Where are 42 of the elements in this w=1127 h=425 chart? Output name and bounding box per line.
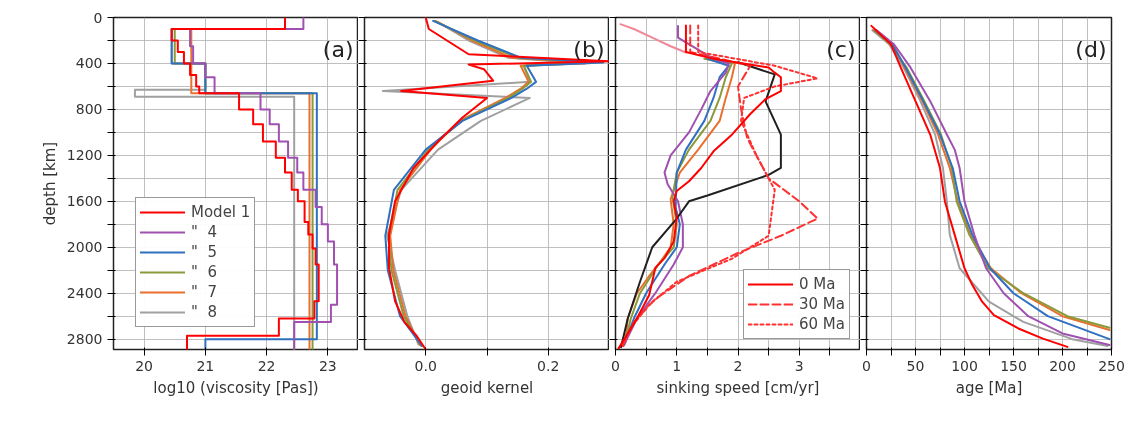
legend-label: 30 Ma <box>799 295 845 313</box>
x-tick-label: 2 <box>733 357 743 374</box>
y-tick-label: 2800 <box>66 331 103 348</box>
x-axis-title: sinking speed [cm/yr] <box>656 378 820 397</box>
y-tick-label: 1600 <box>66 193 103 210</box>
x-tick-label: 250 <box>1098 357 1125 374</box>
annotation: (d) <box>1075 37 1107 62</box>
x-tick-label: 50 <box>906 357 925 374</box>
x-tick-label: 0.2 <box>537 357 560 374</box>
legend-label: 0 Ma <box>799 275 836 293</box>
legend-label: " 6 <box>191 263 217 281</box>
x-tick-label: 100 <box>951 357 978 374</box>
x-tick-label: 1 <box>672 357 682 374</box>
x-tick-label: 0 <box>862 357 871 374</box>
x-tick-label: 200 <box>1049 357 1076 374</box>
x-tick-label: 0 <box>611 357 620 374</box>
legend-label: 60 Ma <box>799 315 845 333</box>
x-tick-label: 20 <box>135 357 154 374</box>
y-tick-label: 2400 <box>66 285 103 302</box>
annotation: (b) <box>573 37 605 62</box>
x-tick-label: 23 <box>318 357 337 374</box>
x-tick-label: 3 <box>794 357 804 374</box>
y-tick-label: 400 <box>75 55 103 72</box>
x-axis-title: geoid kernel <box>440 378 534 397</box>
x-tick-label: 0.0 <box>414 357 437 374</box>
x-axis-title: age [Ma] <box>955 378 1023 397</box>
legend-label: " 7 <box>191 283 217 301</box>
x-tick-label: 22 <box>257 357 276 374</box>
x-tick-label: 150 <box>1000 357 1027 374</box>
annotation: (c) <box>826 37 856 62</box>
legend-label: " 5 <box>191 243 217 261</box>
y-tick-label: 0 <box>93 9 103 26</box>
y-axis-title: depth [km] <box>40 141 59 226</box>
y-tick-label: 2000 <box>66 239 103 256</box>
legend-label: Model 1 <box>191 203 251 221</box>
annotation: (a) <box>322 37 354 62</box>
x-axis-title: log10 (viscosity [Pas]) <box>153 378 319 397</box>
x-tick-label: 21 <box>196 357 215 374</box>
y-tick-label: 1200 <box>66 147 103 164</box>
legend-label: " 4 <box>191 223 217 241</box>
y-tick-label: 800 <box>75 101 103 118</box>
legend-label: " 8 <box>191 303 217 321</box>
